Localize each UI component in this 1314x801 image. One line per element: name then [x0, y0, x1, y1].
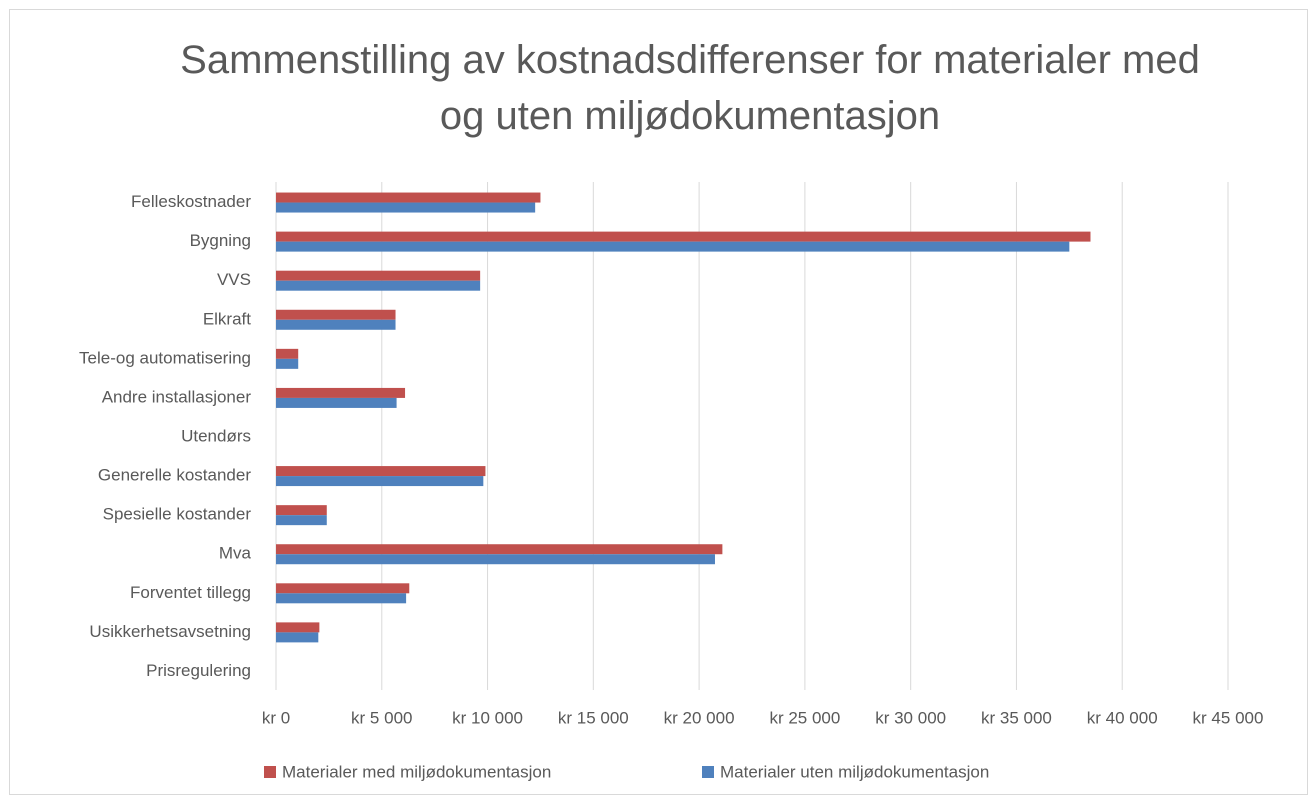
bar — [276, 348, 299, 359]
x-tick-label: kr 5 000 — [351, 708, 412, 727]
x-tick-label: kr 20 000 — [664, 708, 735, 727]
chart-title: Sammenstilling av kostnadsdifferenser fo… — [180, 38, 1200, 138]
x-tick-label: kr 0 — [262, 708, 290, 727]
bar — [276, 476, 484, 487]
y-tick-label: Andre installasjoner — [102, 387, 252, 406]
bar — [276, 319, 396, 330]
y-tick-label: Tele-og automatisering — [79, 348, 251, 367]
bar — [276, 544, 723, 555]
bar — [276, 515, 327, 526]
bar — [276, 231, 1091, 242]
bar — [276, 554, 715, 565]
bar — [276, 583, 410, 594]
bar — [276, 466, 486, 477]
x-tick-label: kr 15 000 — [558, 708, 629, 727]
bar — [276, 622, 320, 633]
y-tick-label: Felleskostnader — [131, 192, 251, 211]
bar — [276, 358, 299, 369]
x-tick-label: kr 35 000 — [981, 708, 1052, 727]
y-tick-label: Utendørs — [181, 426, 251, 445]
bar — [276, 202, 536, 213]
legend-label: Materialer uten miljødokumentasjon — [720, 762, 989, 781]
y-tick-label: VVS — [217, 270, 251, 289]
bar — [276, 387, 406, 398]
x-tick-label: kr 45 000 — [1193, 708, 1264, 727]
legend-swatch — [264, 766, 276, 778]
y-tick-label: Usikkerhetsavsetning — [89, 622, 251, 641]
bar — [276, 593, 407, 604]
legend-swatch — [702, 766, 714, 778]
bar — [276, 309, 396, 320]
y-tick-label: Spesielle kostander — [103, 505, 252, 524]
bar — [276, 270, 481, 281]
bar — [276, 280, 481, 291]
chart-border — [9, 9, 1308, 795]
y-tick-label: Generelle kostander — [98, 466, 251, 485]
x-tick-label: kr 10 000 — [452, 708, 523, 727]
y-tick-label: Bygning — [190, 231, 251, 250]
x-tick-label: kr 40 000 — [1087, 708, 1158, 727]
y-tick-label: Elkraft — [203, 309, 251, 328]
bar — [276, 241, 1070, 252]
x-tick-label: kr 25 000 — [769, 708, 840, 727]
bar — [276, 192, 541, 203]
bar — [276, 397, 397, 408]
y-tick-label: Forventet tillegg — [130, 583, 251, 602]
legend-label: Materialer med miljødokumentasjon — [282, 762, 551, 781]
y-tick-label: Prisregulering — [146, 661, 251, 680]
y-tick-label: Mva — [219, 544, 252, 563]
bar — [276, 632, 319, 643]
bar — [276, 505, 327, 516]
x-tick-label: kr 30 000 — [875, 708, 946, 727]
